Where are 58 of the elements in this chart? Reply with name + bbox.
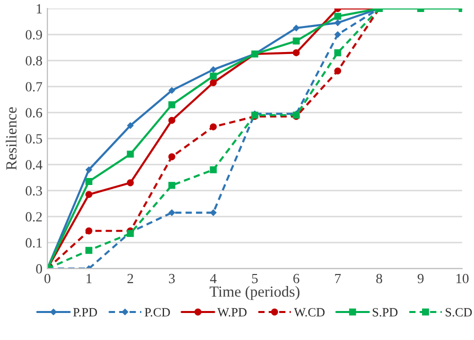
point [85,178,92,185]
legend-label: P.PD [73,308,98,317]
y-tick-label: 0 [36,264,42,274]
point [292,24,300,32]
x-tick-label: 2 [127,274,134,284]
point [85,166,92,174]
point [168,101,176,108]
legend-label: S.PD [372,308,398,317]
x-tick-label: 1 [86,274,92,284]
y-tick-label: 0.2 [26,212,42,222]
legend-label: W.PD [217,308,247,317]
point [168,209,176,216]
point [334,49,342,56]
x-tick-label: 7 [335,274,341,284]
x-tick-label: 5 [252,274,258,284]
point [85,227,92,234]
y-tick-label: 0.9 [26,30,42,40]
y-tick-label: 0.3 [26,186,42,196]
point [334,12,342,20]
point [168,86,176,94]
point [210,123,217,130]
legend-label: P.CD [144,308,170,317]
point [168,153,176,160]
x-tick-label: 6 [293,274,300,284]
point [85,246,92,254]
x-tick-label: 8 [376,274,382,284]
y-tick-label: 0.4 [26,160,42,170]
y-tick-label: 0.7 [26,82,42,92]
y-axis-title: Resilience [6,107,17,170]
x-tick-label: 3 [169,274,175,284]
x-tick-label: 10 [456,274,469,284]
point [126,150,134,158]
y-tick-label: 0.1 [26,238,42,248]
point [85,191,92,198]
x-tick-label: 0 [44,274,50,284]
legend-label: S.CD [446,308,472,317]
y-tick-label: 1 [36,4,42,14]
point [334,19,342,26]
point [210,166,217,174]
point [210,66,217,74]
x-tick-label: 9 [418,274,424,284]
y-tick-label: 0.5 [26,134,42,144]
point [168,116,176,124]
legend-label: W.CD [294,308,325,317]
point [210,72,217,80]
point [210,79,217,86]
y-tick-label: 0.6 [26,108,42,118]
point [210,209,217,216]
point [126,179,134,186]
point [126,122,134,129]
y-tick-label: 0.8 [26,56,42,66]
x-axis-title: Time (periods) [210,286,300,300]
point [334,67,342,74]
point [168,182,176,189]
point [292,38,300,44]
point [334,31,342,38]
point [292,49,300,56]
x-tick-label: 4 [210,274,217,284]
